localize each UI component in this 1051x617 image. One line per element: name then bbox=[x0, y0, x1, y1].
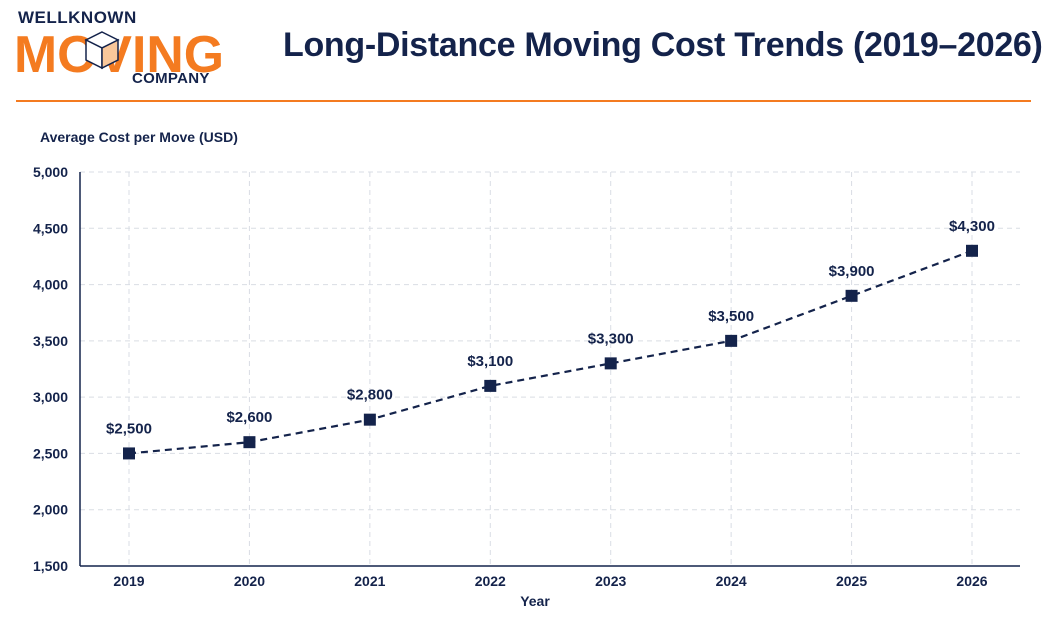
x-tick-label: 2021 bbox=[354, 573, 385, 589]
box-icon bbox=[84, 31, 120, 70]
y-tick-label: 2,500 bbox=[33, 445, 68, 461]
y-tick-label: 1,500 bbox=[33, 558, 68, 574]
data-label: $3,900 bbox=[829, 263, 875, 280]
data-label: $4,300 bbox=[949, 218, 995, 235]
y-tick-label: 2,000 bbox=[33, 502, 68, 518]
y-axis-title: Average Cost per Move (USD) bbox=[40, 129, 238, 145]
data-label: $2,600 bbox=[226, 409, 272, 426]
company-logo: WELLKNOWN MOVING COMPANY bbox=[14, 8, 229, 88]
series-line bbox=[128, 249, 973, 455]
data-point-marker bbox=[845, 289, 858, 302]
axes bbox=[79, 172, 1020, 567]
x-tick-label: 2019 bbox=[113, 573, 144, 589]
data-label: $3,100 bbox=[467, 353, 513, 370]
x-tick-label: 2024 bbox=[716, 573, 747, 589]
x-tick-label: 2023 bbox=[595, 573, 626, 589]
y-tick-label: 4,500 bbox=[33, 220, 68, 236]
x-ticks: 2019 2020 2021 2022 2023 2024 2025 2026 bbox=[113, 573, 987, 589]
data-point-marker bbox=[725, 334, 738, 347]
data-label: $2,500 bbox=[106, 420, 152, 437]
x-tick-label: 2022 bbox=[475, 573, 506, 589]
x-tick-label: 2026 bbox=[956, 573, 987, 589]
data-label: $3,300 bbox=[588, 330, 634, 347]
y-tick-label: 3,500 bbox=[33, 333, 68, 349]
x-tick-label: 2020 bbox=[234, 573, 265, 589]
x-tick-label: 2025 bbox=[836, 573, 867, 589]
data-point-marker bbox=[484, 379, 497, 392]
data-point-marker bbox=[604, 357, 617, 370]
y-tick-label: 4,000 bbox=[33, 277, 68, 293]
series: $2,500 $2,600 $2,800 $3,100 $3,300 $3,500 $3,9… bbox=[106, 218, 995, 460]
logo-wordmark-text: MOVING bbox=[14, 26, 224, 78]
data-point-marker bbox=[123, 447, 135, 460]
data-point-marker bbox=[243, 436, 256, 449]
grid bbox=[80, 171, 1020, 566]
data-point-marker bbox=[363, 413, 376, 426]
header-divider bbox=[16, 100, 1031, 102]
y-tick-label: 5,000 bbox=[33, 164, 68, 180]
data-label: $2,800 bbox=[347, 387, 393, 404]
x-axis-title: Year bbox=[520, 593, 550, 609]
logo-top-text: WELLKNOWN bbox=[18, 8, 137, 27]
data-label: $3,500 bbox=[708, 308, 754, 325]
data-point-marker bbox=[966, 244, 978, 257]
chart-title: Long-Distance Moving Cost Trends (2019–2… bbox=[283, 26, 1043, 64]
logo-wordmark: MOVING bbox=[14, 26, 224, 78]
y-tick-label: 3,000 bbox=[33, 389, 68, 405]
logo-bottom-text: COMPANY bbox=[132, 70, 210, 87]
y-ticks: 1,500 2,000 2,500 3,000 3,500 4,000 4,500 5,000 bbox=[33, 164, 68, 574]
